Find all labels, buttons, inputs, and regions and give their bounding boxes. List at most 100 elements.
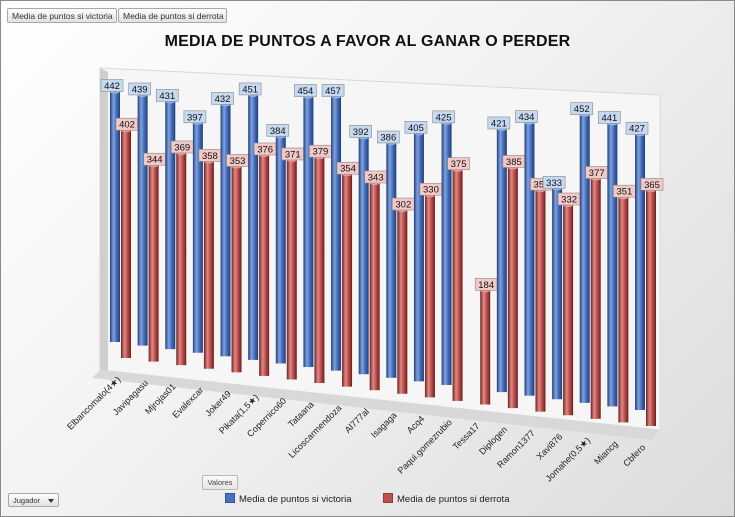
values-field-tag[interactable]: Valores [202,475,238,490]
data-label-victoria: 451 [242,84,258,95]
data-label-victoria: 386 [380,132,396,143]
data-label-victoria: 425 [436,112,452,123]
bar-victoria[interactable] [386,142,397,378]
data-label-victoria: 392 [353,127,369,138]
bar-victoria[interactable] [220,104,231,357]
bar-derrota[interactable] [231,166,242,373]
data-label-victoria: 441 [601,113,617,124]
bar-derrota[interactable] [535,190,546,412]
data-label-victoria-box [238,82,262,96]
bar-derrota[interactable] [369,182,380,391]
chart-side-wall [100,68,108,372]
x-tick-label: Diplogen [477,424,509,456]
bar-derrota[interactable] [342,174,353,387]
x-tick-label: Al777al [343,407,371,435]
data-label-victoria-box [128,82,151,96]
legend-label-victoria: Media de puntos si victoria [239,494,352,505]
data-label-victoria: 384 [270,126,286,137]
bar-derrota[interactable] [203,161,214,369]
data-label-derrota: 343 [368,172,384,183]
bar-derrota[interactable] [148,165,159,362]
bar-victoria[interactable] [635,134,645,410]
bar-derrota[interactable] [397,210,408,394]
bar-derrota[interactable] [646,190,656,426]
data-label-derrota: 332 [561,194,577,205]
bar-victoria[interactable] [524,122,535,396]
data-label-victoria-box [515,110,538,123]
data-label-derrota: 402 [119,120,135,131]
data-label-derrota: 351 [616,187,632,198]
data-label-derrota: 184 [478,280,494,291]
data-label-victoria-box [155,89,179,102]
data-label-victoria-box [625,121,649,135]
data-label-victoria-box [266,123,290,137]
bar-victoria[interactable] [137,94,148,346]
data-label-victoria: 457 [325,86,341,97]
bar-derrota[interactable] [618,197,629,423]
bar-derrota[interactable] [507,167,518,409]
bar-derrota[interactable] [563,204,574,416]
field-button-victoria[interactable]: Media de puntos si victoria [7,8,117,23]
data-label-derrota: 354 [340,164,356,175]
x-tick-label: Joker49 [203,389,233,419]
data-label-victoria-box [598,111,621,124]
data-label-derrota: 358 [202,151,218,162]
legend-item-derrota[interactable]: Media de puntos si derrota [383,493,509,506]
bar-derrota[interactable] [259,154,270,376]
x-tick-label: Cbfero [621,442,647,468]
data-label-derrota: 344 [147,155,163,166]
jugador-dropdown-label: Jugador [13,496,41,505]
x-tick-label: Isagaga [369,410,399,440]
bar-victoria[interactable] [441,122,452,385]
legend-item-victoria[interactable]: Media de puntos si victoria [225,493,351,506]
bar-derrota[interactable] [176,152,187,366]
data-label-victoria-box [487,116,511,130]
bar-victoria[interactable] [192,122,203,353]
bar-derrota[interactable] [590,178,601,419]
bar-derrota[interactable] [286,159,297,380]
data-label-victoria-box [211,92,234,105]
x-tick-label: Licoscarmendoza [287,403,344,460]
bar-victoria[interactable] [496,128,507,393]
x-tick-label: Paqui.gomezrubio [396,417,454,475]
x-tick-label: Acq4 [405,414,427,436]
bar-victoria[interactable] [165,101,176,350]
data-label-victoria: 439 [132,84,148,95]
data-label-victoria: 442 [104,81,120,92]
data-label-derrota: 365 [644,180,660,191]
data-label-derrota: 302 [395,200,411,211]
data-label-victoria-box [349,125,372,138]
field-button-derrota[interactable]: Media de puntos si derrota [118,8,227,23]
bar-derrota[interactable] [480,290,491,405]
bar-victoria[interactable] [358,137,369,375]
bar-victoria[interactable] [607,123,618,407]
x-tick-label: Tessa17 [451,421,482,452]
data-label-derrota: 385 [506,157,522,168]
bar-derrota[interactable] [452,169,463,401]
bar-victoria[interactable] [110,91,120,343]
bar-victoria[interactable] [579,114,590,403]
data-label-victoria: 427 [629,124,645,135]
bar-victoria[interactable] [413,133,424,382]
bar-derrota[interactable] [424,195,435,398]
data-label-victoria-box [321,84,345,97]
bar-victoria[interactable] [248,94,259,360]
bar-derrota[interactable] [121,130,131,358]
bar-victoria[interactable] [331,96,342,371]
data-label-victoria-box [404,121,428,134]
data-label-victoria: 432 [215,94,231,105]
data-label-victoria: 421 [491,118,507,129]
bar-derrota[interactable] [314,157,325,384]
data-label-derrota: 376 [257,144,273,155]
data-label-victoria-box [294,84,317,97]
data-label-victoria-box [183,110,207,124]
data-label-derrota: 371 [285,149,301,160]
bar-victoria[interactable] [303,96,314,368]
data-label-derrota: 352 [534,180,550,191]
jugador-field-dropdown[interactable]: Jugador [8,493,59,507]
data-label-victoria: 454 [297,86,313,97]
data-label-victoria-box [570,102,594,115]
bar-victoria[interactable] [275,136,286,364]
data-label-victoria-box [542,176,566,189]
bar-victoria[interactable] [552,188,563,400]
